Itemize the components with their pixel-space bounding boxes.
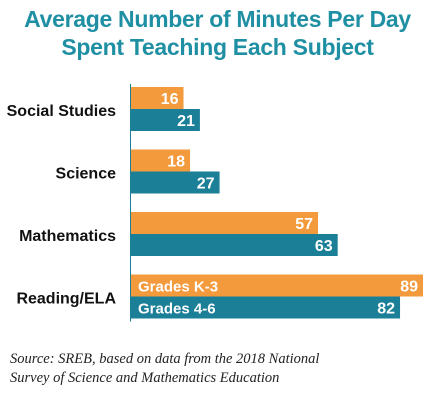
legend-label-grades-k-3: Grades K-3 <box>138 279 218 296</box>
value-label-mathematics-grades-4-6: 63 <box>315 238 333 255</box>
chart-title-line1: Average Number of Minutes Per Day <box>24 6 411 32</box>
value-label-social-studies-grades-k-3: 16 <box>161 91 179 108</box>
category-label-science: Science <box>56 166 117 183</box>
value-label-social-studies-grades-4-6: 21 <box>177 113 195 130</box>
value-label-reading-ela-grades-k-3: 89 <box>400 279 418 296</box>
chart-title-line2: Spent Teaching Each Subject <box>61 34 374 60</box>
bar-mathematics-grades-4-6 <box>131 234 338 256</box>
value-label-mathematics-grades-k-3: 57 <box>295 216 313 233</box>
category-label-mathematics: Mathematics <box>19 228 116 245</box>
category-label-social-studies: Social Studies <box>7 103 116 120</box>
value-label-reading-ela-grades-4-6: 82 <box>377 301 395 318</box>
chart-title: Average Number of Minutes Per Day Spent … <box>0 5 435 61</box>
bar-chart: Social Studies 16 21 Science 18 27 Mathematics… <box>7 84 423 322</box>
bar-science-grades-k-3 <box>131 149 191 172</box>
bar-mathematics-grades-k-3 <box>131 212 319 234</box>
bar-social-studies-grades-k-3 <box>131 87 184 109</box>
source-line1: Source: SREB, based on data from the 201… <box>10 351 320 367</box>
value-label-science-grades-4-6: 27 <box>197 176 215 193</box>
source-note: Source: SREB, based on data from the 201… <box>10 350 430 388</box>
bar-reading-ela-grades-4-6 <box>131 296 401 319</box>
bar-science-grades-4-6 <box>131 171 220 194</box>
category-label-reading-ela: Reading/ELA <box>16 291 116 308</box>
legend-label-grades-4-6: Grades 4-6 <box>138 301 216 318</box>
bar-social-studies-grades-4-6 <box>131 109 200 131</box>
value-label-science-grades-k-3: 18 <box>167 154 185 171</box>
source-line2: Survey of Science and Mathematics Educat… <box>10 370 280 386</box>
bar-reading-ela-grades-k-3 <box>131 274 423 297</box>
